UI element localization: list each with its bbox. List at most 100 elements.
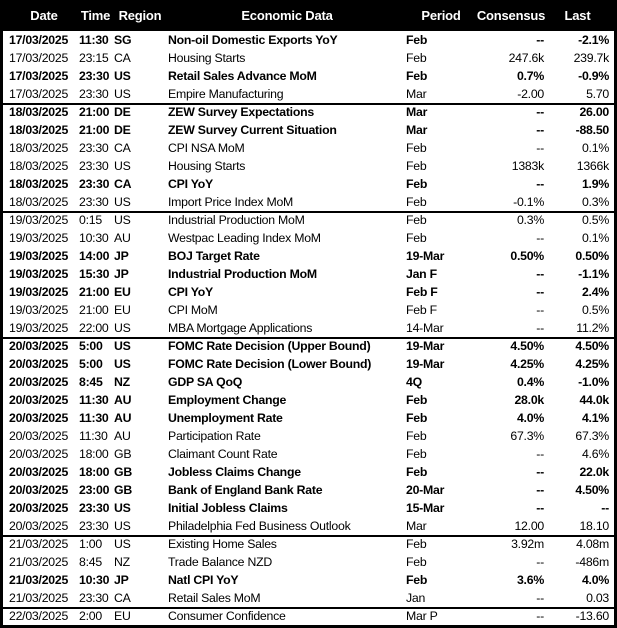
cell-last: 239.7k: [573, 51, 610, 65]
cell-consensus: -0.1%: [513, 195, 544, 209]
cell-date: 18/03/2025: [9, 159, 69, 173]
table-row[interactable]: 17/03/2025 23:30 US Empire Manufacturing Mar…: [3, 85, 614, 103]
cell-time: 18:00: [79, 447, 109, 461]
column-header-economic-data: Economic Data: [241, 8, 333, 23]
cell-period: Mar: [406, 105, 428, 119]
table-row[interactable]: 19/03/2025 14:00 JP BOJ Target Rate 19-Mar 0.…: [3, 247, 614, 265]
cell-last: 2.4%: [581, 285, 609, 299]
table-row[interactable]: 19/03/2025 15:30 JP Industrial Production M…: [3, 265, 614, 283]
cell-consensus: --: [536, 285, 544, 299]
cell-region: US: [114, 537, 131, 551]
cell-region: AU: [114, 411, 132, 425]
cell-date: 19/03/2025: [9, 285, 69, 299]
table-row[interactable]: 20/03/2025 8:45 NZ GDP SA QoQ 4Q 0.4% -1.0%: [3, 373, 614, 391]
cell-period: 19-Mar: [406, 339, 445, 353]
table-row[interactable]: 18/03/2025 23:30 CA CPI YoY Feb -- 1.9%: [3, 175, 614, 193]
table-header-row: Date Time Region Economic Data Period Co…: [3, 0, 614, 31]
cell-event: ZEW Survey Current Situation: [168, 123, 337, 137]
table-row[interactable]: 19/03/2025 0:15 US Industrial Production Mo…: [3, 211, 614, 229]
cell-event: Bank of England Bank Rate: [168, 483, 323, 497]
table-row[interactable]: 17/03/2025 11:30 SG Non-oil Domestic Export…: [3, 31, 614, 49]
table-row[interactable]: 19/03/2025 21:00 EU CPI YoY Feb F -- 2.4%: [3, 283, 614, 301]
cell-time: 11:30: [79, 393, 109, 407]
table-row[interactable]: 20/03/2025 11:30 AU Unemployment Rate Feb 4.0…: [3, 409, 614, 427]
cell-consensus: --: [536, 447, 544, 461]
cell-event: Retail Sales MoM: [168, 591, 261, 605]
table-row[interactable]: 17/03/2025 23:30 US Retail Sales Advance Mo…: [3, 67, 614, 85]
cell-region: SG: [114, 33, 132, 47]
cell-last: -1.1%: [578, 267, 609, 281]
cell-date: 20/03/2025: [9, 357, 69, 371]
table-row[interactable]: 18/03/2025 23:30 CA CPI NSA MoM Feb -- 0.1%: [3, 139, 614, 157]
cell-time: 8:45: [79, 555, 102, 569]
cell-consensus: 3.92m: [511, 537, 544, 551]
cell-date: 19/03/2025: [9, 249, 69, 263]
cell-period: Feb F: [406, 303, 437, 317]
cell-date: 20/03/2025: [9, 501, 69, 515]
cell-date: 19/03/2025: [9, 213, 69, 227]
table-row[interactable]: 21/03/2025 23:30 CA Retail Sales MoM Jan -- 0.…: [3, 589, 614, 607]
table-row[interactable]: 19/03/2025 10:30 AU Westpac Leading Index M…: [3, 229, 614, 247]
cell-period: Feb: [406, 573, 428, 587]
cell-last: 18.10: [579, 519, 609, 533]
table-row[interactable]: 20/03/2025 11:30 AU Employment Change Feb 28.…: [3, 391, 614, 409]
table-row[interactable]: 19/03/2025 21:00 EU CPI MoM Feb F -- 0.5%: [3, 301, 614, 319]
cell-region: EU: [114, 609, 131, 623]
table-row[interactable]: 19/03/2025 22:00 US MBA Mortgage Applicatio…: [3, 319, 614, 337]
column-header-date: Date: [30, 8, 58, 23]
cell-time: 23:00: [79, 483, 110, 497]
cell-date: 20/03/2025: [9, 447, 69, 461]
cell-last: 0.5%: [581, 303, 609, 317]
cell-last: 0.1%: [581, 141, 609, 155]
table-row[interactable]: 18/03/2025 23:30 US Housing Starts Feb 1383k 1…: [3, 157, 614, 175]
table-row[interactable]: 20/03/2025 5:00 US FOMC Rate Decision (Uppe…: [3, 337, 614, 355]
cell-event: Westpac Leading Index MoM: [168, 231, 321, 245]
column-header-consensus: Consensus: [476, 8, 546, 23]
cell-time: 10:30: [79, 231, 109, 245]
cell-time: 10:30: [79, 573, 110, 587]
cell-last: 4.08m: [576, 537, 609, 551]
cell-last: --: [601, 501, 609, 515]
cell-last: -88.50: [575, 123, 610, 137]
cell-last: -2.1%: [578, 33, 609, 47]
cell-last: -0.9%: [578, 69, 609, 83]
cell-period: Feb: [406, 393, 428, 407]
cell-region: US: [114, 213, 131, 227]
cell-last: 5.70: [586, 87, 609, 101]
cell-region: JP: [114, 249, 129, 263]
cell-event: Consumer Confidence: [168, 609, 286, 623]
cell-time: 11:30: [79, 411, 109, 425]
cell-time: 23:15: [79, 51, 109, 65]
table-row[interactable]: 20/03/2025 18:00 GB Claimant Count Rate Feb -…: [3, 445, 614, 463]
cell-region: AU: [114, 429, 131, 443]
table-row[interactable]: 21/03/2025 10:30 JP Natl CPI YoY Feb 3.6% 4.0%: [3, 571, 614, 589]
table-row[interactable]: 18/03/2025 23:30 US Import Price Index MoM F…: [3, 193, 614, 211]
table-row[interactable]: 20/03/2025 18:00 GB Jobless Claims Change Fe…: [3, 463, 614, 481]
table-row[interactable]: 20/03/2025 23:30 US Philadelphia Fed Busine…: [3, 517, 614, 535]
table-row[interactable]: 21/03/2025 8:45 NZ Trade Balance NZD Feb -- -4…: [3, 553, 614, 571]
table-row[interactable]: 20/03/2025 11:30 AU Participation Rate Feb 67…: [3, 427, 614, 445]
cell-period: Feb: [406, 159, 427, 173]
table-row[interactable]: 18/03/2025 21:00 DE ZEW Survey Current Situ…: [3, 121, 614, 139]
cell-consensus: --: [536, 303, 544, 317]
cell-consensus: -2.00: [517, 87, 544, 101]
table-row[interactable]: 20/03/2025 5:00 US FOMC Rate Decision (Lowe…: [3, 355, 614, 373]
cell-last: 0.3%: [581, 195, 609, 209]
table-row[interactable]: 21/03/2025 1:00 US Existing Home Sales Feb 3.…: [3, 535, 614, 553]
table-row[interactable]: 22/03/2025 2:00 EU Consumer Confidence Mar P…: [3, 607, 614, 625]
cell-period: Feb: [406, 537, 427, 551]
cell-date: 18/03/2025: [9, 195, 69, 209]
cell-event: Natl CPI YoY: [168, 573, 239, 587]
table-row[interactable]: 18/03/2025 21:00 DE ZEW Survey Expectations…: [3, 103, 614, 121]
table-row[interactable]: 20/03/2025 23:30 US Initial Jobless Claims 1…: [3, 499, 614, 517]
cell-event: Philadelphia Fed Business Outlook: [168, 519, 351, 533]
cell-period: Feb: [406, 195, 427, 209]
cell-time: 2:00: [79, 609, 102, 623]
cell-region: US: [114, 321, 131, 335]
table-row[interactable]: 20/03/2025 23:00 GB Bank of England Bank Ra…: [3, 481, 614, 499]
cell-date: 21/03/2025: [9, 555, 69, 569]
cell-period: Feb: [406, 411, 428, 425]
cell-region: US: [114, 159, 131, 173]
cell-time: 21:00: [79, 303, 109, 317]
table-row[interactable]: 17/03/2025 23:15 CA Housing Starts Feb 247.6k…: [3, 49, 614, 67]
